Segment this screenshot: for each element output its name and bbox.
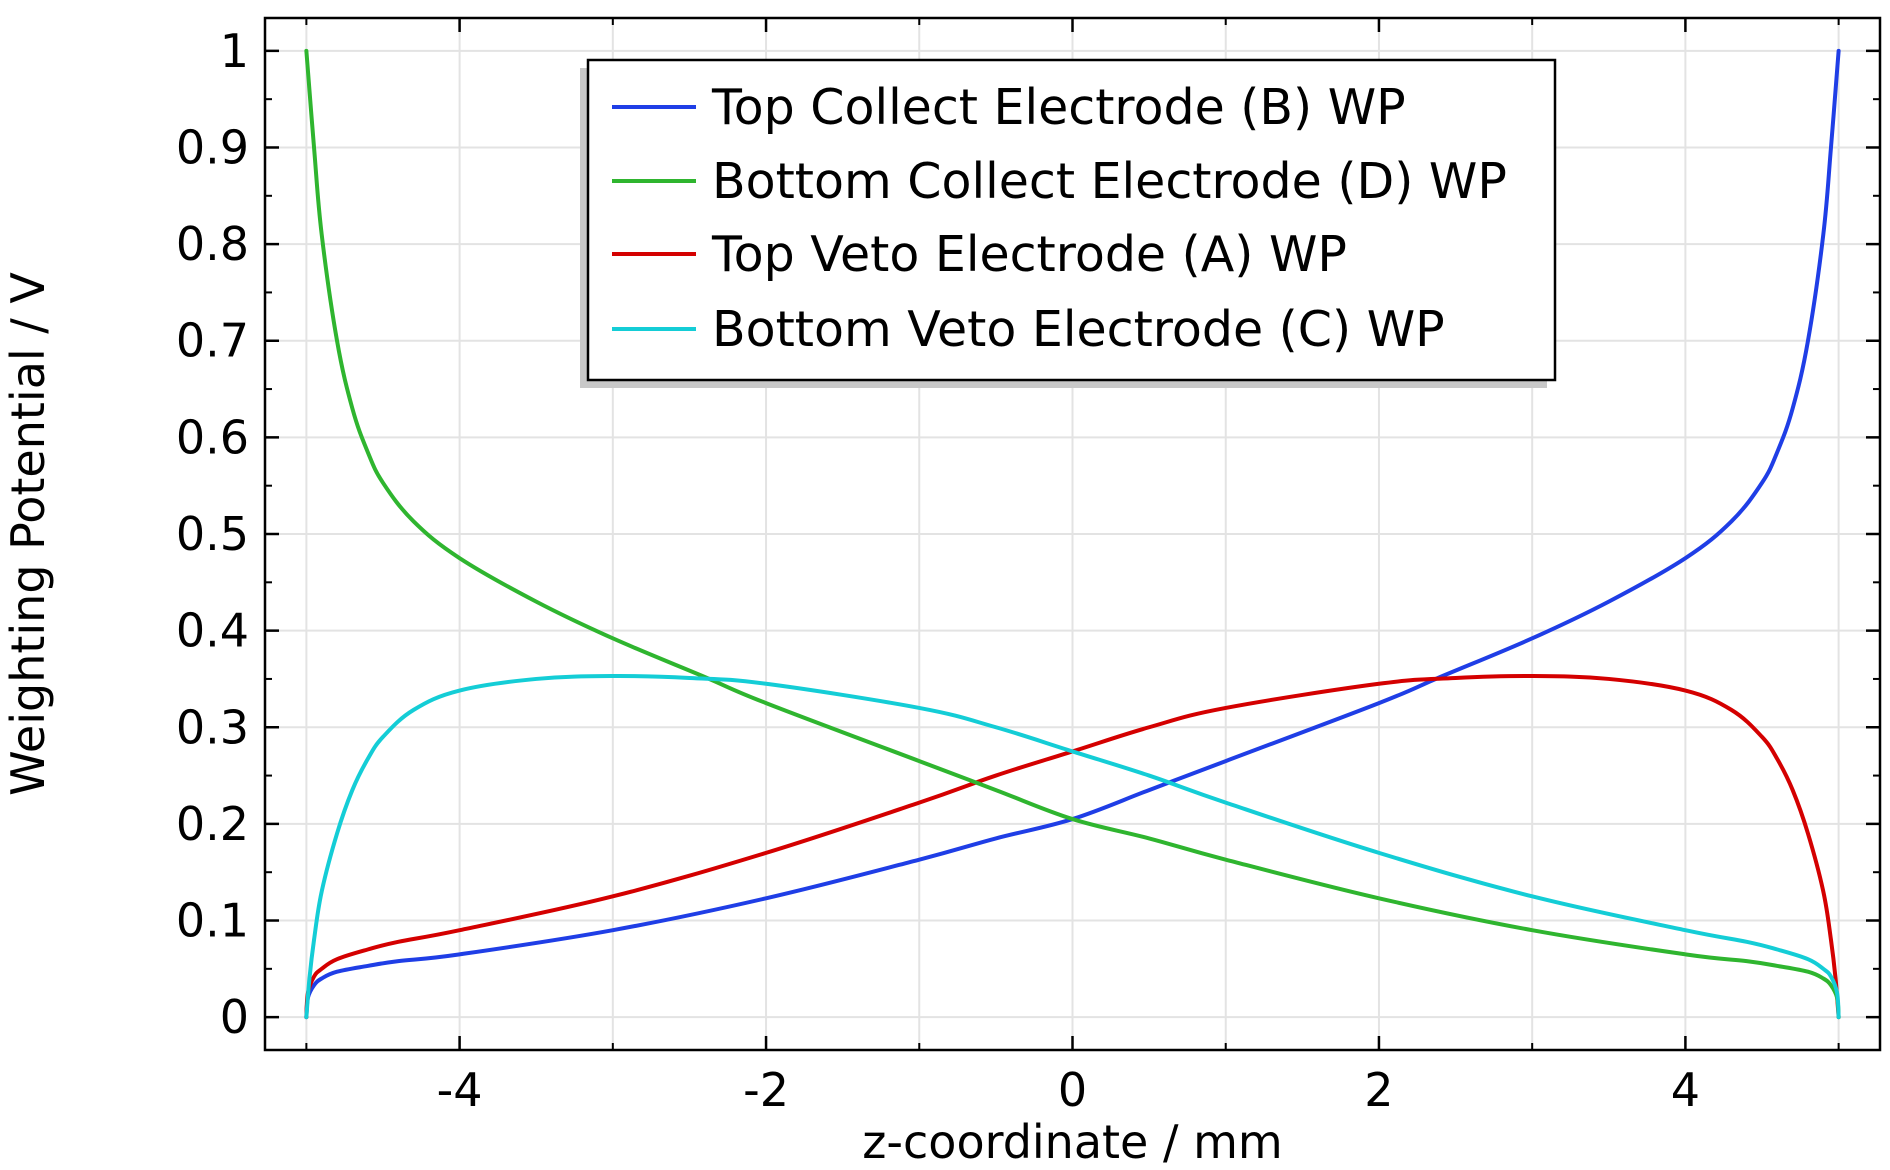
y-tick-label: 0.4: [176, 604, 249, 658]
legend-box: [586, 58, 1557, 382]
y-tick-label: 1: [220, 24, 249, 78]
legend-label: Top Veto Electrode (A) WP: [711, 226, 1347, 283]
series-layer: [304, 48, 1841, 1020]
series-line-2: [304, 48, 1841, 1020]
x-tick-label: 2: [1364, 1063, 1393, 1117]
axis-ticks: -4 -2 0 2 4 0 0.1 0.2 0.3 0.4 0.5 0.6 0.7 0.8 0.9 1: [176, 18, 1880, 1117]
legend-label: Top Collect Electrode (B) WP: [711, 79, 1406, 136]
y-tick-label: 0.9: [176, 120, 249, 174]
series-line-4: [304, 674, 1841, 1020]
legend-label: Bottom Veto Electrode (C) WP: [712, 301, 1445, 358]
y-tick-label: 0.6: [176, 410, 249, 464]
y-tick-label: 0.3: [176, 700, 249, 754]
y-tick-label: 0.1: [176, 894, 249, 948]
legend-entries: Top Collect Electrode (B) WP Bottom Colle…: [612, 79, 1507, 358]
series-line-3: [304, 674, 1841, 1020]
x-axis-label: z-coordinate / mm: [862, 1115, 1282, 1169]
y-tick-label: 0.8: [176, 217, 249, 271]
y-axis-label: Weighting Potential / V: [1, 272, 55, 796]
x-tick-label: 4: [1671, 1063, 1700, 1117]
x-tick-label: -4: [437, 1063, 483, 1117]
legend-label: Bottom Collect Electrode (D) WP: [712, 153, 1507, 210]
y-tick-label: 0: [220, 990, 249, 1044]
legend: Top Collect Electrode (B) WP Bottom Colle…: [580, 58, 1557, 388]
y-tick-label: 0.5: [176, 507, 249, 561]
y-tick-label: 0.7: [176, 314, 249, 368]
series-line-1: [304, 48, 1841, 1020]
y-tick-label: 0.2: [176, 797, 249, 851]
x-tick-label: -2: [743, 1063, 789, 1117]
x-tick-label: 0: [1058, 1063, 1087, 1117]
